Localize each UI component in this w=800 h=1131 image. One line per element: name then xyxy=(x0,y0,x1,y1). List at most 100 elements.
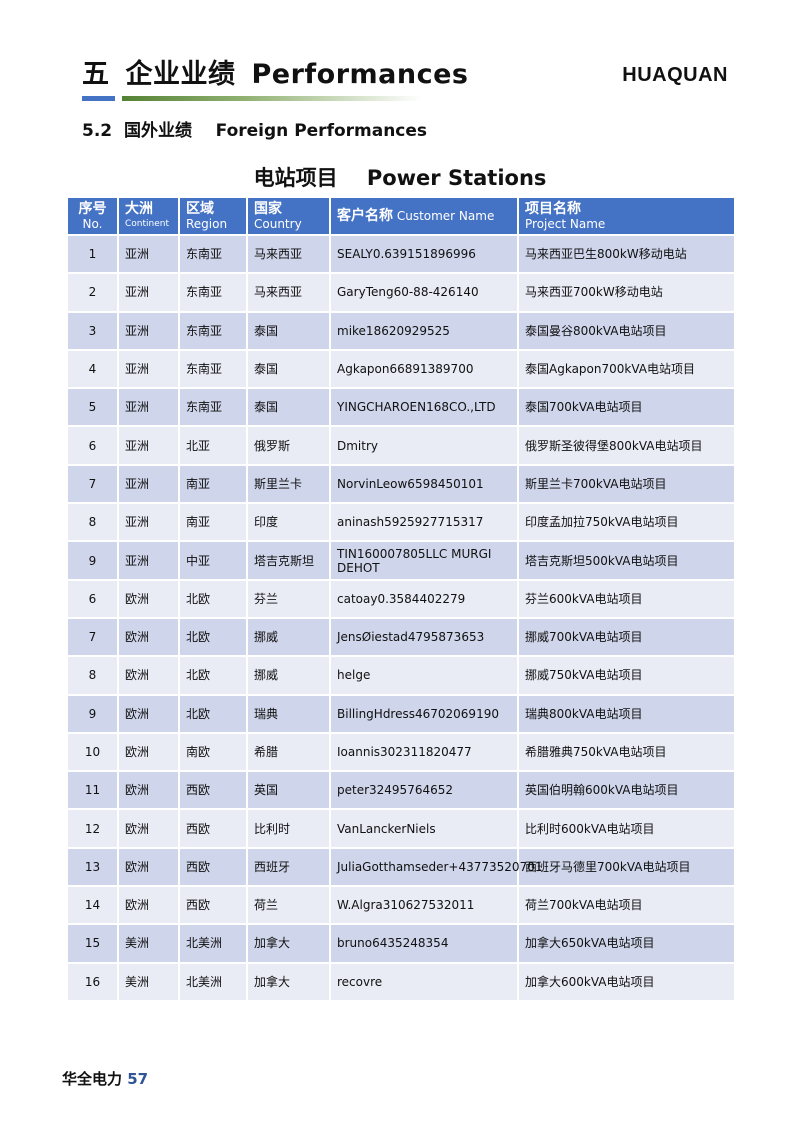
column-header-region: 区域 Region xyxy=(178,196,248,236)
cell-country: 印度 xyxy=(246,502,331,543)
title-underline-blue xyxy=(82,96,115,101)
cell-country: 挪威 xyxy=(246,616,331,658)
cell-project: 加拿大650kVA电站项目 xyxy=(517,923,736,964)
cell-region: 南欧 xyxy=(178,731,248,773)
cell-region: 东南亚 xyxy=(178,310,248,351)
table-row: 7 欧洲 北欧 挪威 JensØiestad4795873653 挪威700kVA电站项目 xyxy=(66,616,736,658)
cell-project: 泰国曼谷800kVA电站项目 xyxy=(517,310,736,351)
cell-region: 北欧 xyxy=(178,578,248,619)
cell-region: 东南亚 xyxy=(178,348,248,390)
column-header-country: 国家 Country xyxy=(246,196,331,236)
cell-customer: JensØiestad4795873653 xyxy=(329,616,519,658)
cell-customer: BillingHdress46702069190 xyxy=(329,693,519,734)
cell-continent: 亚洲 xyxy=(117,310,180,351)
cell-customer: peter32495764652 xyxy=(329,770,519,811)
cell-customer: YINGCHAROEN168CO.,LTD xyxy=(329,387,519,428)
column-header-no: 序号 No. xyxy=(66,196,119,236)
footer: 华全电力 57 xyxy=(62,1068,148,1089)
cell-customer: NorvinLeow6598450101 xyxy=(329,463,519,505)
cell-continent: 亚洲 xyxy=(117,348,180,390)
cell-region: 北美洲 xyxy=(178,961,248,1002)
cell-region: 中亚 xyxy=(178,540,248,581)
title-en: Performances xyxy=(251,59,469,90)
cell-project: 泰国700kVA电站项目 xyxy=(517,387,736,428)
cell-continent: 欧洲 xyxy=(117,693,180,734)
table-row: 16 美洲 北美洲 加拿大 recovre 加拿大600kVA电站项目 xyxy=(66,961,736,1002)
cell-customer: catoay0.3584402279 xyxy=(329,578,519,619)
cell-customer: W.Algra310627532011 xyxy=(329,885,519,926)
cell-country: 芬兰 xyxy=(246,578,331,619)
cell-no: 10 xyxy=(66,731,119,773)
cell-region: 北亚 xyxy=(178,425,248,466)
cell-project: 印度孟加拉750kVA电站项目 xyxy=(517,502,736,543)
cell-country: 比利时 xyxy=(246,808,331,849)
cell-region: 东南亚 xyxy=(178,387,248,428)
cell-no: 5 xyxy=(66,387,119,428)
cell-project: 英国伯明翰600kVA电站项目 xyxy=(517,770,736,811)
table-header-row: 序号 No. 大洲 Continent 区域 Region 国家 Country 客户名… xyxy=(66,196,736,236)
cell-customer: GaryTeng60-88-426140 xyxy=(329,272,519,313)
cell-customer: Agkapon66891389700 xyxy=(329,348,519,390)
cell-project: 芬兰600kVA电站项目 xyxy=(517,578,736,619)
cell-continent: 亚洲 xyxy=(117,272,180,313)
cell-country: 希腊 xyxy=(246,731,331,773)
cell-continent: 欧洲 xyxy=(117,808,180,849)
cell-no: 13 xyxy=(66,846,119,888)
table-row: 4 亚洲 东南亚 泰国 Agkapon66891389700 泰国Agkapon700kV… xyxy=(66,348,736,390)
cell-no: 9 xyxy=(66,540,119,581)
table-title: 电站项目 Power Stations xyxy=(0,162,800,192)
cell-project: 斯里兰卡700kVA电站项目 xyxy=(517,463,736,505)
cell-no: 6 xyxy=(66,425,119,466)
cell-no: 7 xyxy=(66,616,119,658)
cell-no: 3 xyxy=(66,310,119,351)
table-row: 3 亚洲 东南亚 泰国 mike18620929525 泰国曼谷800kVA电站项目 xyxy=(66,310,736,351)
cell-customer: TIN160007805LLC MURGI DEHOT xyxy=(329,540,519,581)
cell-no: 15 xyxy=(66,923,119,964)
cell-project: 俄罗斯圣彼得堡800kVA电站项目 xyxy=(517,425,736,466)
cell-region: 北欧 xyxy=(178,616,248,658)
cell-project: 挪威750kVA电站项目 xyxy=(517,655,736,696)
cell-region: 南亚 xyxy=(178,502,248,543)
cell-country: 加拿大 xyxy=(246,961,331,1002)
table-row: 11 欧洲 西欧 英国 peter32495764652 英国伯明翰600kVA电站项目 xyxy=(66,770,736,811)
page-title: 五企业业绩 Performances xyxy=(82,52,469,91)
cell-country: 挪威 xyxy=(246,655,331,696)
cell-project: 塔吉克斯坦500kVA电站项目 xyxy=(517,540,736,581)
table-row: 9 欧洲 北欧 瑞典 BillingHdress46702069190 瑞典800kVA电… xyxy=(66,693,736,734)
cell-customer: Dmitry xyxy=(329,425,519,466)
cell-project: 比利时600kVA电站项目 xyxy=(517,808,736,849)
table-title-cn: 电站项目 xyxy=(253,166,338,190)
section-title-cn: 国外业绩 xyxy=(123,121,192,141)
cell-customer: aninash5925927715317 xyxy=(329,502,519,543)
table-row: 8 欧洲 北欧 挪威 helge 挪威750kVA电站项目 xyxy=(66,655,736,696)
cell-country: 荷兰 xyxy=(246,885,331,926)
cell-no: 4 xyxy=(66,348,119,390)
cell-region: 西欧 xyxy=(178,770,248,811)
table-row: 7 亚洲 南亚 斯里兰卡 NorvinLeow6598450101 斯里兰卡700kVA电… xyxy=(66,463,736,505)
cell-project: 加拿大600kVA电站项目 xyxy=(517,961,736,1002)
table-row: 8 亚洲 南亚 印度 aninash5925927715317 印度孟加拉750kVA电站… xyxy=(66,502,736,543)
cell-no: 1 xyxy=(66,233,119,275)
cell-continent: 亚洲 xyxy=(117,502,180,543)
cell-region: 北美洲 xyxy=(178,923,248,964)
cell-no: 8 xyxy=(66,655,119,696)
cell-customer: recovre xyxy=(329,961,519,1002)
cell-customer: mike18620929525 xyxy=(329,310,519,351)
table-row: 6 欧洲 北欧 芬兰 catoay0.3584402279 芬兰600kVA电站项目 xyxy=(66,578,736,619)
cell-continent: 亚洲 xyxy=(117,540,180,581)
cell-country: 马来西亚 xyxy=(246,272,331,313)
table-row: 6 亚洲 北亚 俄罗斯 Dmitry 俄罗斯圣彼得堡800kVA电站项目 xyxy=(66,425,736,466)
section-title: 5.2 国外业绩 Foreign Performances xyxy=(82,116,427,141)
page-number: 57 xyxy=(127,1070,149,1088)
cell-project: 瑞典800kVA电站项目 xyxy=(517,693,736,734)
table-row: 14 欧洲 西欧 荷兰 W.Algra310627532011 荷兰700kVA电站项目 xyxy=(66,885,736,926)
cell-country: 塔吉克斯坦 xyxy=(246,540,331,581)
cell-region: 北欧 xyxy=(178,693,248,734)
column-header-project: 项目名称 Project Name xyxy=(517,196,736,236)
cell-continent: 美洲 xyxy=(117,961,180,1002)
cell-continent: 欧洲 xyxy=(117,846,180,888)
cell-no: 8 xyxy=(66,502,119,543)
cell-no: 12 xyxy=(66,808,119,849)
cell-customer: VanLanckerNiels xyxy=(329,808,519,849)
cell-continent: 欧洲 xyxy=(117,655,180,696)
